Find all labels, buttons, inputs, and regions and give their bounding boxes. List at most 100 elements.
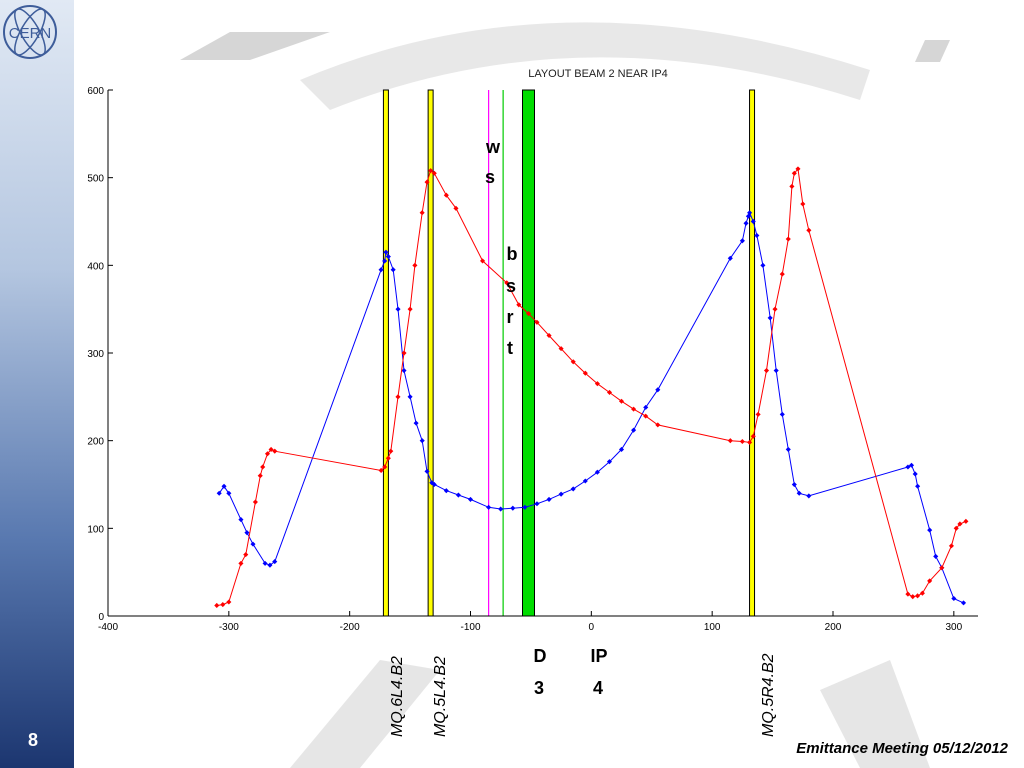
series-1-point-48 (785, 236, 791, 242)
cern-logo-text: CERN (9, 25, 52, 42)
annotation-bsrt-b: b (507, 244, 518, 264)
series-0-point-53 (796, 490, 802, 496)
series-0-point-60 (933, 553, 939, 559)
series-0-point-22 (443, 488, 449, 494)
series-0-point-3 (238, 517, 244, 523)
magnet-label-mq6l4: MQ.6L4.B2 (389, 656, 406, 737)
series-0-point-4 (244, 530, 250, 536)
series-0-point-23 (455, 492, 461, 498)
y-tick-label-2: 200 (87, 437, 104, 448)
series-0-point-50 (779, 411, 785, 417)
series-0-point-39 (655, 387, 661, 393)
series-1-point-25 (480, 258, 486, 264)
annotation-bsrt-r: r (506, 307, 513, 327)
series-1-point-39 (655, 422, 661, 428)
series-1-point-47 (779, 271, 785, 277)
series-0-point-41 (739, 238, 745, 244)
axes-layer: -400 -300 -200 -100 0 100 200 300 0 100 200 300 400 5… (87, 86, 978, 633)
series-1-point-43 (750, 433, 756, 439)
series-1-point-46 (772, 306, 778, 312)
series-0-point-6 (262, 560, 268, 566)
series-0-point-18 (419, 438, 425, 444)
series-0-point-59 (927, 527, 933, 533)
series-0-point-14 (395, 306, 401, 312)
series-0-point-1 (221, 483, 227, 489)
series-0-point-30 (546, 496, 552, 502)
series-1-point-15 (395, 394, 401, 400)
cern-logo: CERN (3, 5, 57, 59)
series-1-point-8 (264, 451, 271, 457)
series-1-point-1 (220, 602, 226, 608)
marker-5 (749, 89, 756, 617)
marker-0 (382, 89, 389, 617)
y-tick-label-0: 0 (98, 612, 104, 623)
series-1-point-38 (643, 413, 649, 419)
series-1-point-56 (915, 593, 921, 599)
series-0-point-5 (250, 541, 256, 547)
series-1-point-26 (504, 280, 510, 286)
series-0-point-19 (424, 468, 430, 474)
series-0-point-10 (382, 258, 388, 264)
series-1-point-14 (388, 448, 394, 454)
x-tick-label-6: 200 (825, 622, 842, 633)
series-1-point-54 (905, 591, 911, 597)
markers-layer (382, 89, 756, 617)
series-1-point-53 (806, 227, 812, 233)
x-tick-label-2: -200 (340, 622, 360, 633)
series-0-point-2 (226, 490, 232, 496)
series-0-point-15 (401, 368, 407, 374)
series-1-point-9 (268, 446, 274, 452)
series-0-point-47 (760, 262, 766, 268)
series-1-point-30 (546, 332, 552, 339)
series-0-point-63 (960, 600, 967, 606)
series-1-point-51 (795, 166, 801, 172)
series-1-point-55 (910, 594, 916, 600)
series-1-point-57 (919, 590, 925, 596)
series-0-point-11 (383, 249, 389, 255)
page-number: 8 (27, 730, 38, 750)
x-tick-label-5: 100 (704, 622, 721, 633)
series-0-point-9 (378, 267, 384, 273)
series-1-point-60 (948, 543, 954, 549)
series-0-point-54 (806, 493, 812, 499)
y-tick-label-5: 500 (87, 174, 104, 185)
series-1-point-6 (257, 473, 263, 479)
magnet-labels-layer: MQ.6L4.B2 MQ.5L4.B2 MQ.5R4.B2 (389, 653, 777, 737)
annotation-d3-d: D (534, 646, 547, 666)
series-1-point-13 (385, 455, 391, 461)
series-0-point-31 (558, 491, 564, 497)
series-1-point-40 (727, 438, 733, 444)
series-1-point-3 (238, 560, 244, 566)
series-0-point-52 (791, 481, 797, 488)
y-tick-label-6: 600 (87, 86, 104, 97)
series-0-point-40 (727, 255, 733, 261)
series-0-point-49 (773, 367, 779, 374)
chart-title: LAYOUT BEAM 2 NEAR IP4 (528, 68, 668, 80)
series-0-point-46 (754, 232, 760, 239)
series-1-point-36 (618, 398, 625, 404)
series-0-point-35 (606, 459, 613, 465)
series-0-point-48 (767, 315, 773, 321)
y-tick-label-3: 300 (87, 349, 104, 360)
series-1-point-16 (401, 350, 407, 356)
series-1-point-29 (534, 319, 540, 325)
series-1-point-2 (226, 599, 232, 605)
series-1-point-63 (963, 518, 969, 524)
series-0-point-37 (631, 427, 637, 433)
series-1-point-37 (631, 406, 637, 412)
annotation-d3-3: 3 (534, 678, 544, 698)
series-line-0 (218, 211, 964, 604)
series-line-1 (216, 167, 967, 606)
marker-4 (522, 89, 535, 617)
series-0-point-17 (413, 420, 419, 426)
series-0-point-13 (390, 267, 396, 273)
series-1-point-31 (558, 346, 564, 352)
series-0-point-57 (912, 471, 918, 477)
series-1-point-0 (214, 602, 220, 608)
series-0-point-62 (951, 595, 957, 602)
x-tick-label-7: 300 (945, 622, 962, 633)
background-watermark (180, 22, 950, 768)
series-0-point-24 (467, 496, 474, 502)
series-1-point-24 (453, 205, 459, 211)
